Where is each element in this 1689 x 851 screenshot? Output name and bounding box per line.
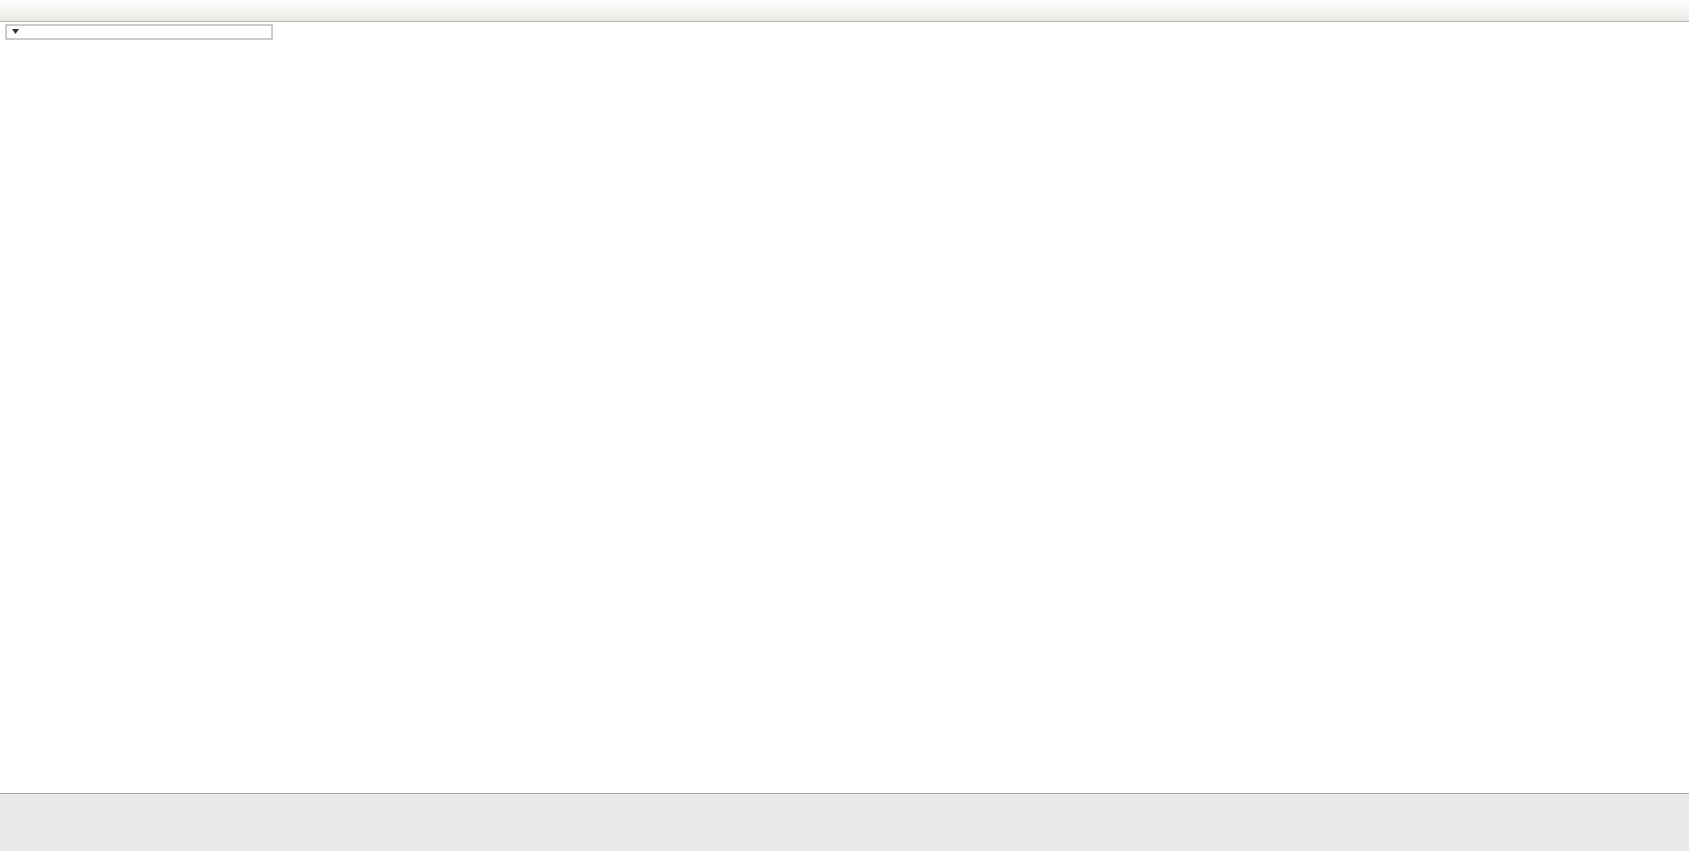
chart-area[interactable] bbox=[0, 22, 1689, 788]
ohlc-header bbox=[5, 24, 273, 40]
window-bottom-area bbox=[0, 793, 1689, 851]
collapse-icon[interactable] bbox=[12, 29, 19, 34]
main-toolbar bbox=[0, 0, 1689, 22]
